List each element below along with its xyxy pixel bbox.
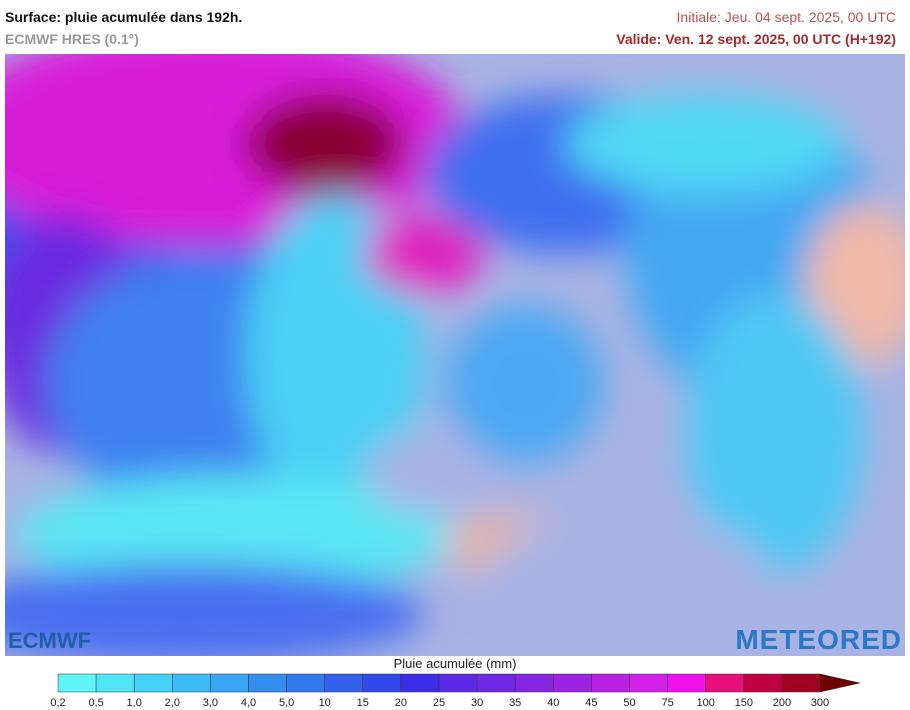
legend-label: 0,5 [88,697,103,709]
initial-time: Initiale: Jeu. 04 sept. 2025, 00 UTC [676,9,896,25]
legend-swatch [438,673,478,693]
legend-swatch [362,673,402,693]
legend-arrow [819,673,861,693]
legend-label: 150 [735,697,753,709]
legend-swatch [248,673,287,693]
legend-swatch [514,673,554,693]
legend-label: 3,0 [203,697,218,709]
legend-label: 20 [395,697,407,709]
legend-label: 15 [357,697,369,709]
model: ECMWF HRES (0.1°) [5,31,139,47]
legend-swatch [667,673,706,693]
legend-title: Pluie acumulée (mm) [393,656,517,671]
legend-swatch [286,673,325,693]
legend-label: 75 [661,697,673,709]
legend-label: 35 [509,697,521,709]
legend-label: 30 [471,697,483,709]
legend-swatch [133,673,173,693]
legend-swatch [172,673,211,693]
legend-swatch [705,673,745,693]
legend-swatch [210,673,249,693]
legend-label: 40 [547,697,559,709]
legend-label: 300 [811,697,829,709]
map [5,54,905,656]
legend-label: 45 [585,697,597,709]
legend-swatch [743,673,783,693]
legend-label: 25 [433,697,445,709]
ecmwf-logo: ECMWF [8,628,92,653]
legend-label: 10 [319,697,331,709]
legend-swatch [591,673,630,693]
legend-label: 2,0 [165,697,180,709]
legend-swatch [553,673,592,693]
legend-label: 1,0 [127,697,142,709]
legend-swatch [781,673,821,693]
legend-label: 200 [773,697,791,709]
legend-label: 0,2 [50,697,65,709]
legend-label: 4,0 [241,697,256,709]
legend-swatch [629,673,668,693]
valid-time: Valide: Ven. 12 sept. 2025, 00 UTC (H+19… [616,31,896,47]
meteored-logo: METEORED [735,624,902,655]
legend-label: 50 [623,697,635,709]
legend: 0,2 0,5 1,0 2,0 3,0 4,0 5,0 10 15 20 25 30 35 40 45 50 7… [50,673,861,709]
legend-swatch [324,673,364,693]
legend-swatch [400,673,440,693]
legend-swatch [95,673,135,693]
title: Surface: pluie acumulée dans 192h. [5,9,243,25]
legend-label: 5,0 [279,697,294,709]
legend-swatch [476,673,516,693]
legend-label: 100 [697,697,715,709]
legend-swatch [57,673,97,693]
